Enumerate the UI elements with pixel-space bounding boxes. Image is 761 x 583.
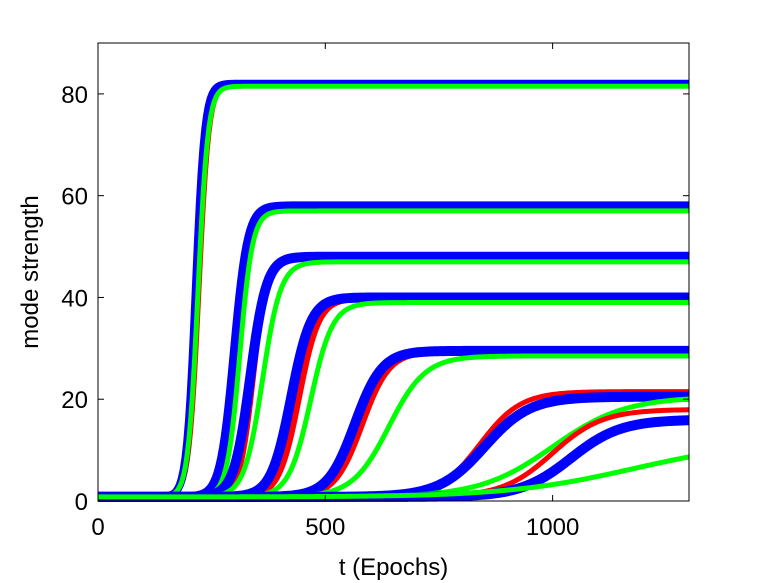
x-tick-label: 0 — [91, 514, 104, 541]
series-line-mode-1-green — [97, 83, 690, 500]
y-axis-label: mode strength — [17, 195, 44, 348]
plot-frame — [97, 42, 690, 502]
x-axis-label: t (Epochs) — [339, 554, 448, 581]
x-tick-label: 500 — [305, 514, 345, 541]
y-tick-label: 40 — [61, 285, 88, 312]
y-tick-label: 60 — [61, 184, 88, 211]
series-line-mode-7-green — [97, 454, 690, 500]
y-tick-label: 20 — [61, 387, 88, 414]
y-tick-label: 80 — [61, 82, 88, 109]
ticks-layer: 0 500 1000 0 20 40 60 80 — [61, 43, 689, 541]
y-tick-label: 0 — [75, 489, 88, 516]
x-tick-label: 1000 — [526, 514, 579, 541]
series-layer — [94, 79, 693, 502]
